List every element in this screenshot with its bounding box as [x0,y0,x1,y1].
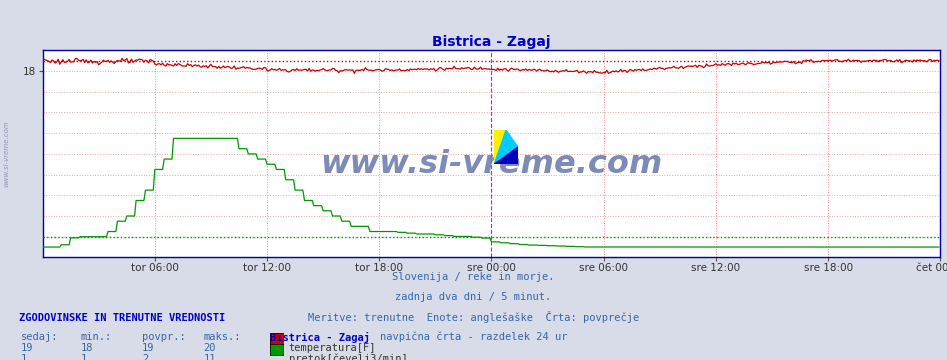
Text: 1: 1 [21,354,27,360]
Text: navpična črta - razdelek 24 ur: navpična črta - razdelek 24 ur [380,331,567,342]
Text: povpr.:: povpr.: [142,332,186,342]
Text: www.si-vreme.com: www.si-vreme.com [4,121,9,187]
Text: www.si-vreme.com: www.si-vreme.com [320,149,663,180]
Text: maks.:: maks.: [204,332,241,342]
Text: 11: 11 [204,354,216,360]
Polygon shape [494,130,506,164]
Text: 1: 1 [80,354,87,360]
Text: Slovenija / reke in morje.: Slovenija / reke in morje. [392,272,555,282]
Polygon shape [494,147,518,164]
Text: 2: 2 [142,354,149,360]
Text: pretok[čevelj3/min]: pretok[čevelj3/min] [289,354,407,360]
Text: sedaj:: sedaj: [21,332,59,342]
Text: temperatura[F]: temperatura[F] [289,343,376,353]
Text: 18: 18 [80,343,93,353]
Text: zadnja dva dni / 5 minut.: zadnja dva dni / 5 minut. [396,292,551,302]
Title: Bistrica - Zagaj: Bistrica - Zagaj [432,35,551,49]
Polygon shape [494,130,518,164]
Text: ZGODOVINSKE IN TRENUTNE VREDNOSTI: ZGODOVINSKE IN TRENUTNE VREDNOSTI [19,313,225,323]
Text: 19: 19 [142,343,154,353]
Text: 19: 19 [21,343,33,353]
Text: min.:: min.: [80,332,112,342]
Text: 20: 20 [204,343,216,353]
Text: Meritve: trenutne  Enote: anglešaške  Črta: povprečje: Meritve: trenutne Enote: anglešaške Črta… [308,311,639,323]
Text: Bistrica - Zagaj: Bistrica - Zagaj [270,332,370,343]
